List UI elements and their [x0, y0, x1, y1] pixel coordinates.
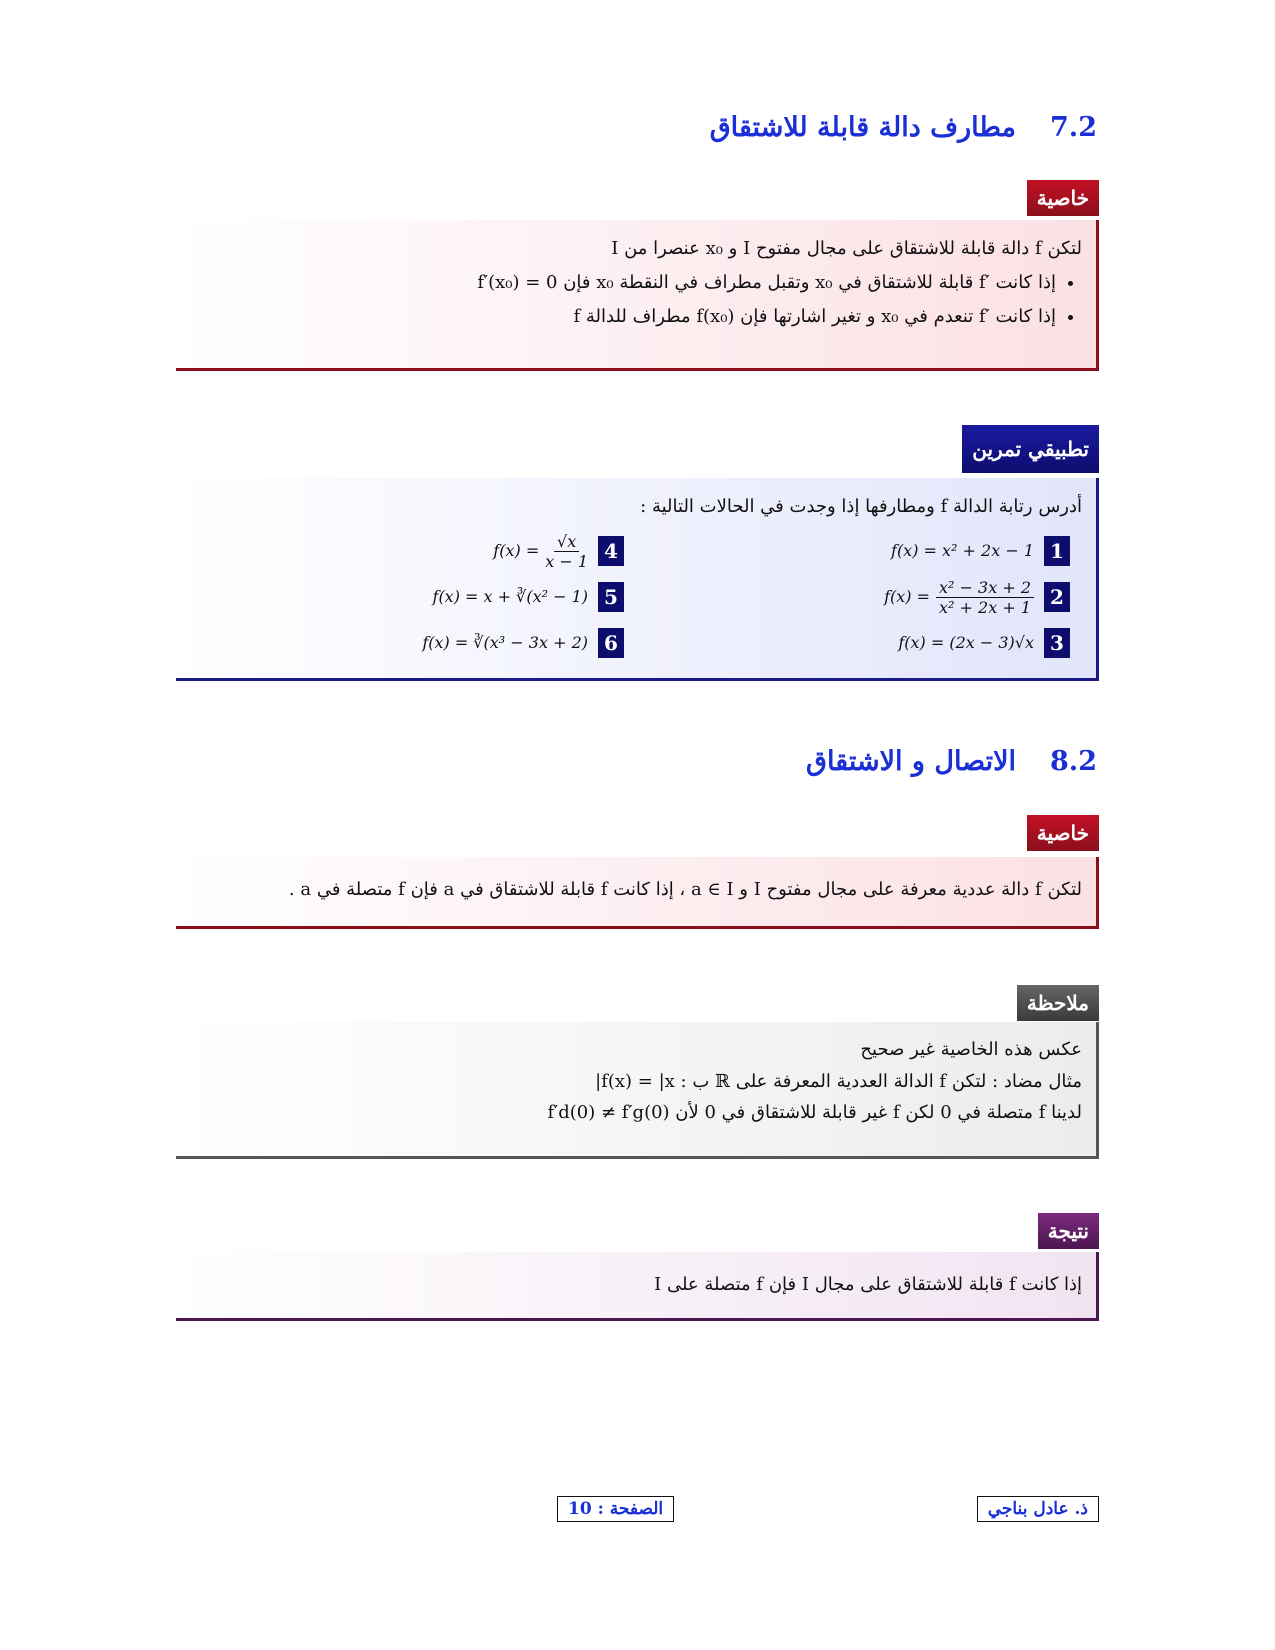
item-number: 6: [598, 628, 624, 659]
exercise-grid: 1 f(x) = x² + 2x − 1 2 f(x) = x² − 3x + 2 x²…: [190, 528, 1082, 666]
formula: f(x) = x² − 3x + 2 x² + 2x + 1: [884, 578, 1034, 617]
exercise-item: 1 f(x) = x² + 2x − 1: [636, 528, 1082, 574]
exercise-item: 3 f(x) = (2x − 3)√x: [636, 620, 1082, 666]
box-label: نتيجة: [1037, 1213, 1099, 1249]
property-box: لتكن f دالة عددية معرفة على مجال مفتوح I…: [176, 857, 1099, 929]
section-number: 8.2: [1050, 746, 1097, 777]
box-text: عكس هذه الخاصية غير صحيح: [860, 1039, 1082, 1060]
box-label: خاصية: [1026, 180, 1099, 216]
formula-lhs: f(x) =: [493, 540, 540, 560]
formula: f(x) = (2x − 3)√x: [898, 632, 1034, 652]
formula-lhs: f(x) =: [884, 586, 931, 606]
denominator: x² + 2x + 1: [939, 597, 1031, 617]
box-text: أدرس رتابة الدالة f ومطارفها إذا وجدت في…: [640, 496, 1082, 517]
note-box: عكس هذه الخاصية غير صحيح مثال مضاد : لتك…: [176, 1022, 1099, 1159]
fraction: √x x − 1: [545, 532, 588, 571]
section-title: الاتصال و الاشتقاق: [806, 746, 1017, 777]
denominator: x − 1: [545, 551, 588, 571]
formula: f(x) = √x x − 1: [493, 532, 588, 571]
box-text: مثال مضاد : لتكن f الدالة العددية المعرف…: [595, 1070, 1082, 1092]
box-label: تطبيقي تمرين: [962, 425, 1099, 473]
item-number: 3: [1044, 628, 1070, 659]
item-number: 5: [598, 582, 624, 613]
footer-author: ذ. عادل بناجي: [976, 1496, 1099, 1522]
box-text: لتكن f دالة عددية معرفة على مجال مفتوح I…: [288, 879, 1082, 900]
numerator: x² − 3x + 2: [936, 578, 1034, 598]
item-number: 2: [1044, 582, 1070, 613]
footer-page: الصفحة : 10: [557, 1496, 675, 1522]
box-text: لدينا f متصلة في 0 لكن f غير قابلة للاشت…: [547, 1102, 1083, 1123]
item-number: 1: [1044, 536, 1070, 567]
bullet: إذا كانت ′f قابلة للاشتقاق في x₀ وتقبل م…: [190, 266, 1056, 300]
item-number: 4: [598, 536, 624, 567]
exercise-box: أدرس رتابة الدالة f ومطارفها إذا وجدت في…: [176, 478, 1099, 681]
bullet: إذا كانت ′f تنعدم في x₀ و تغير اشارتها ف…: [190, 300, 1056, 334]
bullet-list: إذا كانت ′f قابلة للاشتقاق في x₀ وتقبل م…: [190, 266, 1082, 334]
fraction: x² − 3x + 2 x² + 2x + 1: [936, 578, 1034, 617]
box-text: لتكن f دالة قابلة للاشتقاق على مجال مفتو…: [611, 238, 1082, 259]
exercise-item: 6 f(x) = ∛(x³ − 3x + 2): [190, 620, 636, 666]
numerator: √x: [554, 532, 580, 552]
result-box: إذا كانت f قابلة للاشتقاق على مجال I فإن…: [176, 1252, 1099, 1321]
section-number: 7.2: [1050, 112, 1097, 143]
box-label: ملاحظة: [1016, 985, 1099, 1021]
exercise-item: 4 f(x) = √x x − 1: [190, 528, 636, 574]
section-title: مطارف دالة قابلة للاشتقاق: [709, 112, 1017, 143]
box-label: خاصية: [1026, 815, 1099, 851]
property-box: لتكن f دالة قابلة للاشتقاق على مجال مفتو…: [176, 220, 1099, 371]
formula: f(x) = x + ∛(x² − 1): [432, 586, 588, 606]
section-heading: 7.2 مطارف دالة قابلة للاشتقاق: [710, 112, 1097, 143]
box-text: إذا كانت f قابلة للاشتقاق على مجال I فإن…: [654, 1274, 1082, 1295]
formula: f(x) = x² + 2x − 1: [891, 540, 1034, 560]
section-heading: 8.2 الاتصال و الاشتقاق: [806, 746, 1097, 777]
formula: f(x) = ∛(x³ − 3x + 2): [422, 632, 588, 652]
exercise-item: 5 f(x) = x + ∛(x² − 1): [190, 574, 636, 620]
exercise-item: 2 f(x) = x² − 3x + 2 x² + 2x + 1: [636, 574, 1082, 620]
